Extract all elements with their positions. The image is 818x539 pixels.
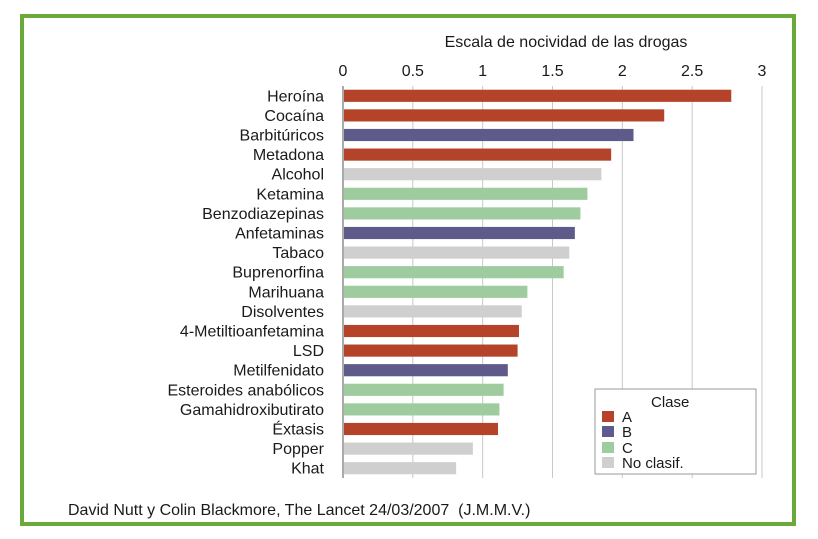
legend-label-c: C [622, 440, 633, 457]
category-label: Metadona [253, 147, 324, 164]
category-label: Disolventes [241, 304, 324, 321]
bar [344, 187, 588, 200]
chart-title: Escala de nocividad de las drogas [445, 34, 688, 51]
x-tick-label: 0.5 [402, 63, 424, 80]
bar [344, 266, 564, 279]
bar [344, 305, 522, 318]
category-label: Benzodiazepinas [202, 206, 324, 223]
bar [344, 422, 499, 436]
category-label: 4-Metiltioanfetamina [180, 324, 324, 341]
x-tick-label: 0 [339, 63, 348, 80]
category-label: Metilfenidato [233, 363, 324, 380]
category-label: Barbitúricos [240, 128, 324, 145]
source-credit: David Nutt y Colin Blackmore, The Lancet… [68, 502, 530, 519]
legend-box [594, 388, 757, 475]
category-label: Popper [272, 441, 324, 458]
legend-label-no-clasif: No clasif. [622, 455, 684, 472]
category-label: Buprenorfina [232, 265, 324, 282]
legend: Clase A B C No clasif. [594, 388, 757, 475]
x-tick-label: 1.5 [541, 63, 563, 80]
category-label: Alcohol [272, 167, 324, 184]
bar [344, 383, 504, 396]
category-label: Cocaína [264, 108, 324, 125]
bar [344, 442, 473, 455]
legend-label-b: B [622, 424, 632, 441]
legend-swatch-a [602, 411, 614, 422]
bar [344, 285, 528, 298]
x-tick-label: 1 [478, 63, 487, 80]
chart-frame: Escala de nocividad de las drogas 0 0.5 1 1… [20, 14, 796, 526]
x-tick-label: 2 [618, 63, 627, 80]
bar [344, 364, 508, 377]
category-label: Marihuana [248, 284, 324, 301]
legend-swatch-b [602, 426, 614, 437]
x-tick-label: 2.5 [681, 63, 703, 80]
category-label: Esteroides anabólicos [167, 382, 324, 399]
bar [344, 344, 518, 357]
category-label: Ketamina [256, 186, 324, 203]
category-label: LSD [293, 343, 324, 360]
bar [344, 462, 457, 475]
bars [344, 89, 732, 475]
legend-swatch-c [602, 442, 614, 453]
bar [344, 148, 612, 161]
category-label: Éxtasis [272, 420, 324, 439]
legend-label-a: A [622, 409, 632, 426]
legend-title: Clase [651, 394, 689, 411]
bar [344, 207, 581, 220]
category-label: Khat [291, 461, 324, 478]
bar [344, 226, 575, 240]
bar [344, 109, 665, 122]
category-label: Heroína [267, 88, 324, 105]
bar [344, 403, 500, 416]
bar [344, 168, 602, 181]
bar [344, 324, 519, 338]
x-tick-label: 3 [758, 63, 767, 80]
bar [344, 89, 732, 102]
category-label: Anfetaminas [235, 226, 324, 243]
bar [344, 246, 570, 259]
x-tick-labels: 0 0.5 1 1.5 2 2.5 3 [339, 63, 767, 80]
bar [344, 128, 634, 142]
category-labels: Heroína Cocaína Barbitúricos Metadona Alcoho… [167, 88, 324, 477]
category-label: Tabaco [272, 245, 324, 262]
chart: Escala de nocividad de las drogas 0 0.5 1 1… [68, 34, 767, 519]
legend-swatch-no-clasif [602, 457, 614, 468]
category-label: Gamahidroxibutirato [180, 402, 324, 419]
